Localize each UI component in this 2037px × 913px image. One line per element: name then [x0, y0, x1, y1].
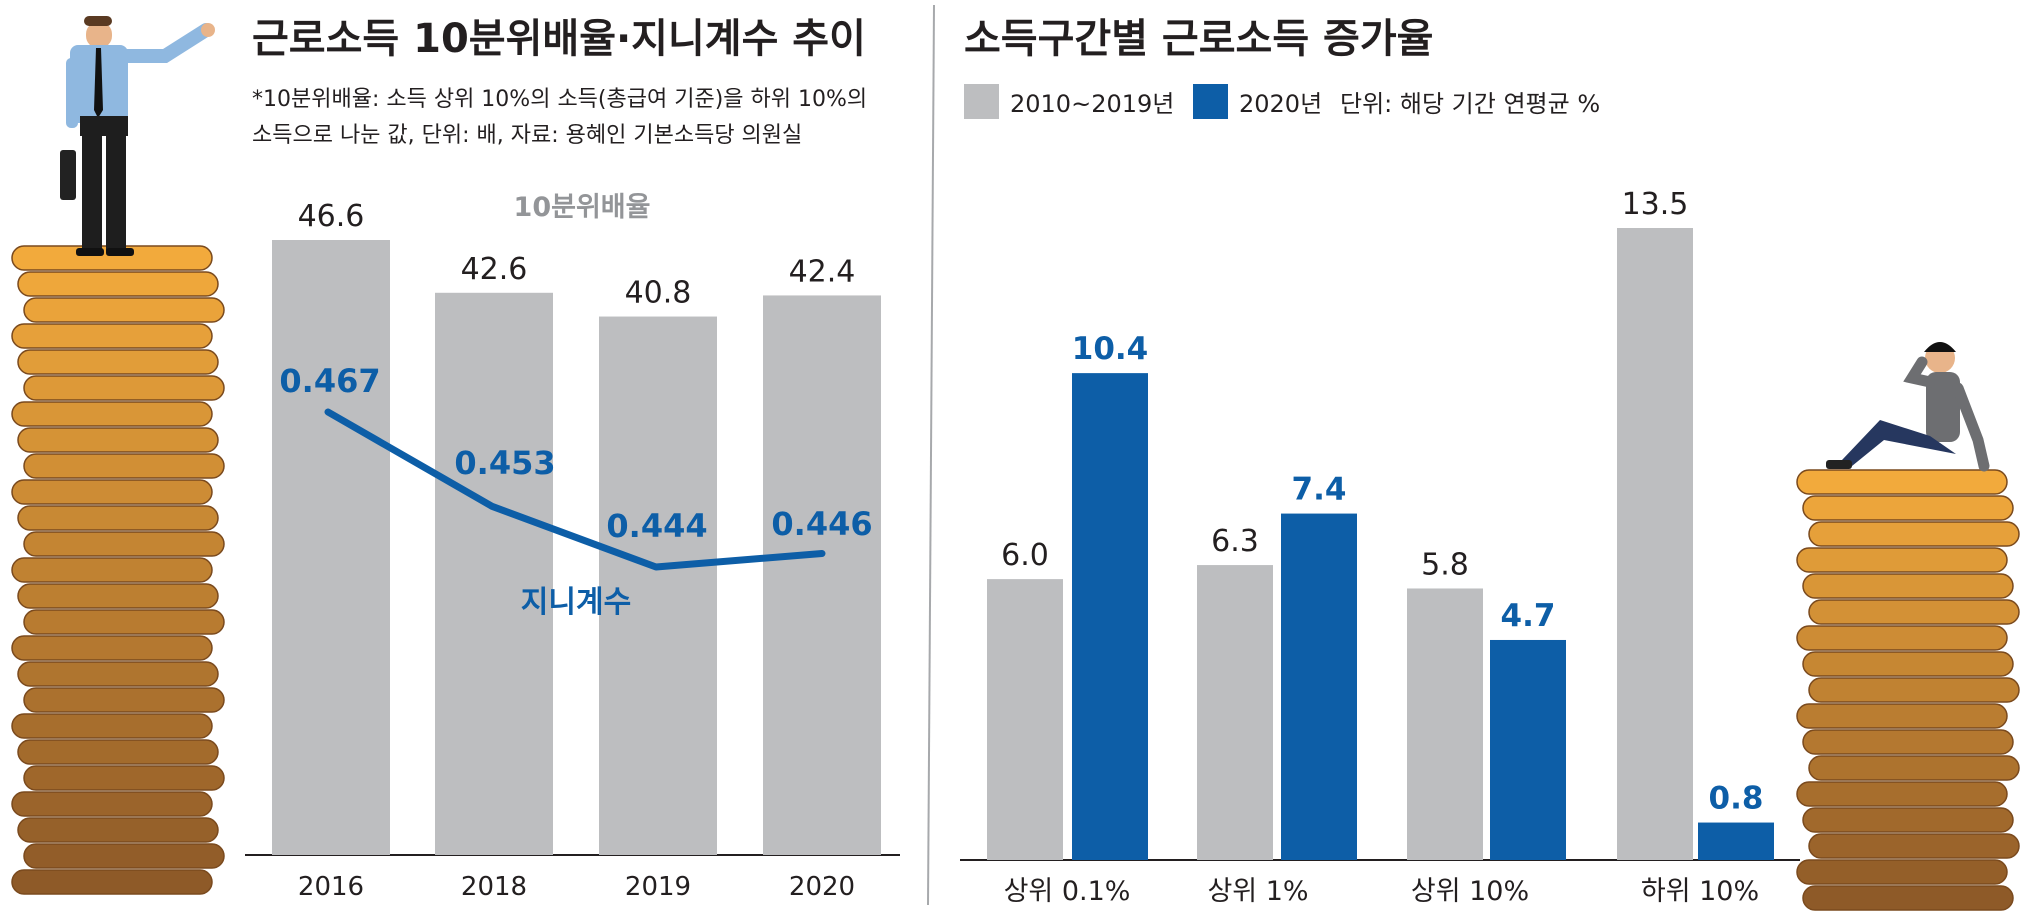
- gini-label-2016: 0.467: [279, 362, 380, 400]
- x-tick-label-2016: 2016: [298, 872, 364, 902]
- left-stack-coin: [23, 297, 225, 323]
- left-stack-coin: [23, 765, 225, 791]
- bar-label-2010-2019-0: 6.0: [1001, 538, 1049, 573]
- category-label-2: 상위 10%: [1411, 876, 1529, 907]
- right-stack-coin: [1796, 625, 2008, 651]
- right-stack-coin: [1796, 859, 2008, 885]
- left-chart-title: 근로소득 10분위배율·지니계수 추이: [252, 16, 866, 62]
- left-stack-coin: [17, 349, 219, 375]
- left-stack-coin: [17, 739, 219, 765]
- bar-label-2010-2019-2: 5.8: [1421, 547, 1469, 582]
- right-stack-coin: [1808, 833, 2020, 859]
- left-coin-stack-illustration: [11, 245, 225, 895]
- gini-label-2020: 0.446: [771, 505, 872, 543]
- bar-label-2010-2019-1: 6.3: [1211, 524, 1259, 559]
- bar-label-2020-2: 4.7: [1501, 598, 1556, 634]
- right-stack-coin: [1802, 729, 2014, 755]
- left-chart-note-line2: 소득으로 나눈 값, 단위: 배, 자료: 용혜인 기본소득당 의원실: [252, 123, 802, 148]
- right-stack-coin: [1802, 573, 2014, 599]
- left-stack-coin: [11, 635, 213, 661]
- right-stack-coin: [1808, 599, 2020, 625]
- x-tick-label-2019: 2019: [625, 872, 691, 902]
- ratio-bar-label-2019: 40.8: [625, 276, 692, 311]
- gini-label-2019: 0.444: [606, 507, 707, 545]
- bar-label-2020-0: 10.4: [1072, 331, 1149, 367]
- right-stack-coin: [1808, 521, 2020, 547]
- left-stack-coin: [17, 583, 219, 609]
- left-stack-coin: [17, 505, 219, 531]
- left-stack-coin: [17, 427, 219, 453]
- left-stack-coin: [11, 869, 213, 895]
- left-stack-coin: [17, 661, 219, 687]
- right-stack-coin: [1802, 495, 2014, 521]
- legend-swatch-2010-2019: [964, 84, 999, 119]
- left-stack-coin: [11, 791, 213, 817]
- left-stack-coin: [23, 687, 225, 713]
- right-stack-coin: [1808, 677, 2020, 703]
- right-coin-stack-illustration: [1796, 469, 2020, 911]
- panel-divider: [927, 4, 935, 906]
- legend-label-2010-2019: 2010~2019년: [1010, 90, 1174, 118]
- category-label-1: 상위 1%: [1207, 876, 1308, 907]
- left-stack-coin: [11, 479, 213, 505]
- left-stack-coin: [23, 375, 225, 401]
- left-stack-coin: [11, 401, 213, 427]
- bar-2020-1: [1281, 513, 1357, 860]
- left-stack-coin: [23, 843, 225, 869]
- bar-2010-2019-1: [1197, 565, 1273, 860]
- ratio-bar-label-2016: 46.6: [298, 199, 365, 234]
- left-stack-coin: [17, 817, 219, 843]
- right-chart-plot: 6.0 10.4 상위 0.1% 6.3 7.4 상위 1% 5.8 4.7 상위 10% 13.…: [960, 187, 1800, 907]
- left-stack-coin: [23, 609, 225, 635]
- bar-2020-3: [1698, 822, 1774, 860]
- legend-label-2020: 2020년: [1239, 90, 1322, 118]
- ratio-bar-2020: [763, 295, 881, 855]
- right-chart-title: 소득구간별 근로소득 증가율: [964, 16, 1433, 62]
- sitting-man-illustration: [1826, 342, 1990, 472]
- left-stack-coin: [11, 713, 213, 739]
- bar-2020-0: [1072, 373, 1148, 860]
- bar-2010-2019-3: [1617, 228, 1693, 860]
- right-stack-coin: [1796, 781, 2008, 807]
- businessman-illustration: [60, 16, 215, 256]
- category-label-3: 하위 10%: [1641, 876, 1759, 907]
- right-stack-coin: [1802, 807, 2014, 833]
- left-stack-coin: [23, 453, 225, 479]
- ratio-bar-label-2018: 42.6: [461, 252, 528, 287]
- ratio-bar-2018: [435, 292, 553, 856]
- gini-label-2018: 0.453: [454, 444, 555, 482]
- left-chart-plot: 46.6 2016 42.6 2018 40.8 2019 42.4 2020 0.467 0.4…: [245, 199, 900, 902]
- bar-label-2010-2019-3: 13.5: [1622, 187, 1689, 222]
- bar-label-2020-1: 7.4: [1292, 472, 1347, 508]
- legend-swatch-2020: [1193, 84, 1228, 119]
- bar-2010-2019-2: [1407, 588, 1483, 860]
- right-chart-unit: 단위: 해당 기간 연평균 %: [1340, 90, 1600, 118]
- right-stack-coin: [1796, 703, 2008, 729]
- bar-2010-2019-0: [987, 579, 1063, 860]
- gini-line: [324, 408, 826, 571]
- right-stack-coin: [1802, 885, 2014, 911]
- right-stack-coin: [1796, 547, 2008, 573]
- bar-label-2020-3: 0.8: [1709, 781, 1764, 817]
- left-chart-note-line1: *10분위배율: 소득 상위 10%의 소득(총급여 기준)을 하위 10%의: [252, 87, 867, 112]
- left-stack-coin: [11, 323, 213, 349]
- x-tick-label-2018: 2018: [461, 872, 527, 902]
- left-stack-coin: [11, 557, 213, 583]
- right-stack-coin: [1808, 755, 2020, 781]
- line-series-label: 지니계수: [521, 585, 631, 620]
- left-stack-coin: [23, 531, 225, 557]
- ratio-bar-2016: [272, 240, 390, 855]
- category-label-0: 상위 0.1%: [1004, 876, 1131, 907]
- bar-series-label: 10분위배율: [514, 192, 651, 223]
- x-tick-label-2020: 2020: [789, 872, 855, 902]
- left-stack-coin: [17, 271, 219, 297]
- ratio-bar-label-2020: 42.4: [789, 254, 856, 289]
- right-stack-coin: [1802, 651, 2014, 677]
- bar-2020-2: [1490, 639, 1566, 860]
- right-stack-coin: [1796, 469, 2008, 495]
- ratio-bar-2019: [599, 316, 717, 856]
